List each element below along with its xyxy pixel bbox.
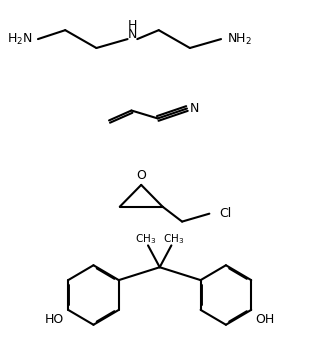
Text: CH$_3$: CH$_3$ <box>136 233 157 246</box>
Text: NH$_2$: NH$_2$ <box>227 31 252 47</box>
Text: N: N <box>190 102 199 115</box>
Text: Cl: Cl <box>219 207 231 220</box>
Text: H: H <box>128 19 137 32</box>
Text: N: N <box>128 28 137 41</box>
Text: H$_2$N: H$_2$N <box>7 31 32 47</box>
Text: OH: OH <box>255 313 275 326</box>
Text: HO: HO <box>45 313 64 326</box>
Text: O: O <box>136 169 146 183</box>
Text: CH$_3$: CH$_3$ <box>163 233 184 246</box>
